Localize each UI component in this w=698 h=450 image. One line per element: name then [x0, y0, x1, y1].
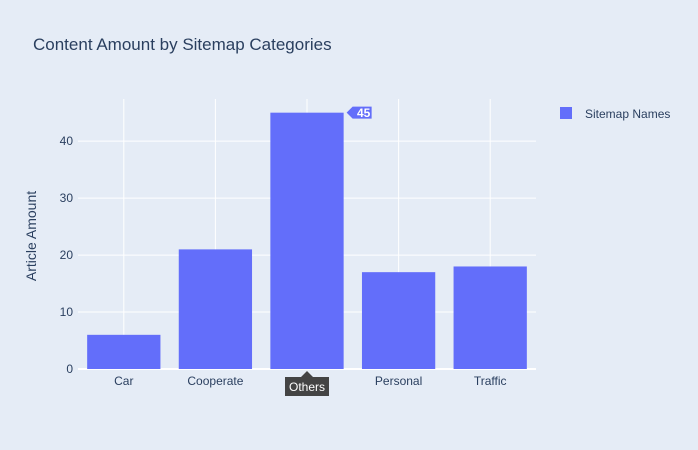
y-axis-title: Article Amount [23, 191, 39, 281]
legend-swatch [560, 107, 572, 119]
y-tick-label: 10 [60, 305, 74, 319]
hover-labels: 45 Others [285, 106, 372, 396]
bar-personal[interactable] [361, 272, 436, 369]
x-tick-label: Car [114, 374, 133, 388]
hover-value-box [346, 106, 372, 119]
hover-category-box [285, 371, 329, 396]
bar-cooperate[interactable] [178, 249, 253, 369]
y-tick-label: 0 [66, 362, 73, 376]
y-tick-label: 20 [60, 248, 74, 262]
hover-value-label: 45 [357, 106, 371, 120]
bar-car[interactable] [87, 334, 161, 369]
x-tick-label: Personal [375, 374, 422, 388]
legend-item-label: Sitemap Names [585, 107, 670, 121]
chart-title: Content Amount by Sitemap Categories [33, 35, 332, 54]
legend[interactable]: Sitemap Names [560, 107, 670, 121]
x-tick-label: Cooperate [187, 374, 243, 388]
hover-category-label: Others [289, 380, 325, 394]
x-tick-label: Traffic [474, 374, 507, 388]
bar-traffic[interactable] [453, 266, 527, 369]
y-tick-label: 30 [60, 191, 74, 205]
bar-others[interactable] [270, 112, 344, 369]
y-tick-label: 40 [60, 134, 74, 148]
